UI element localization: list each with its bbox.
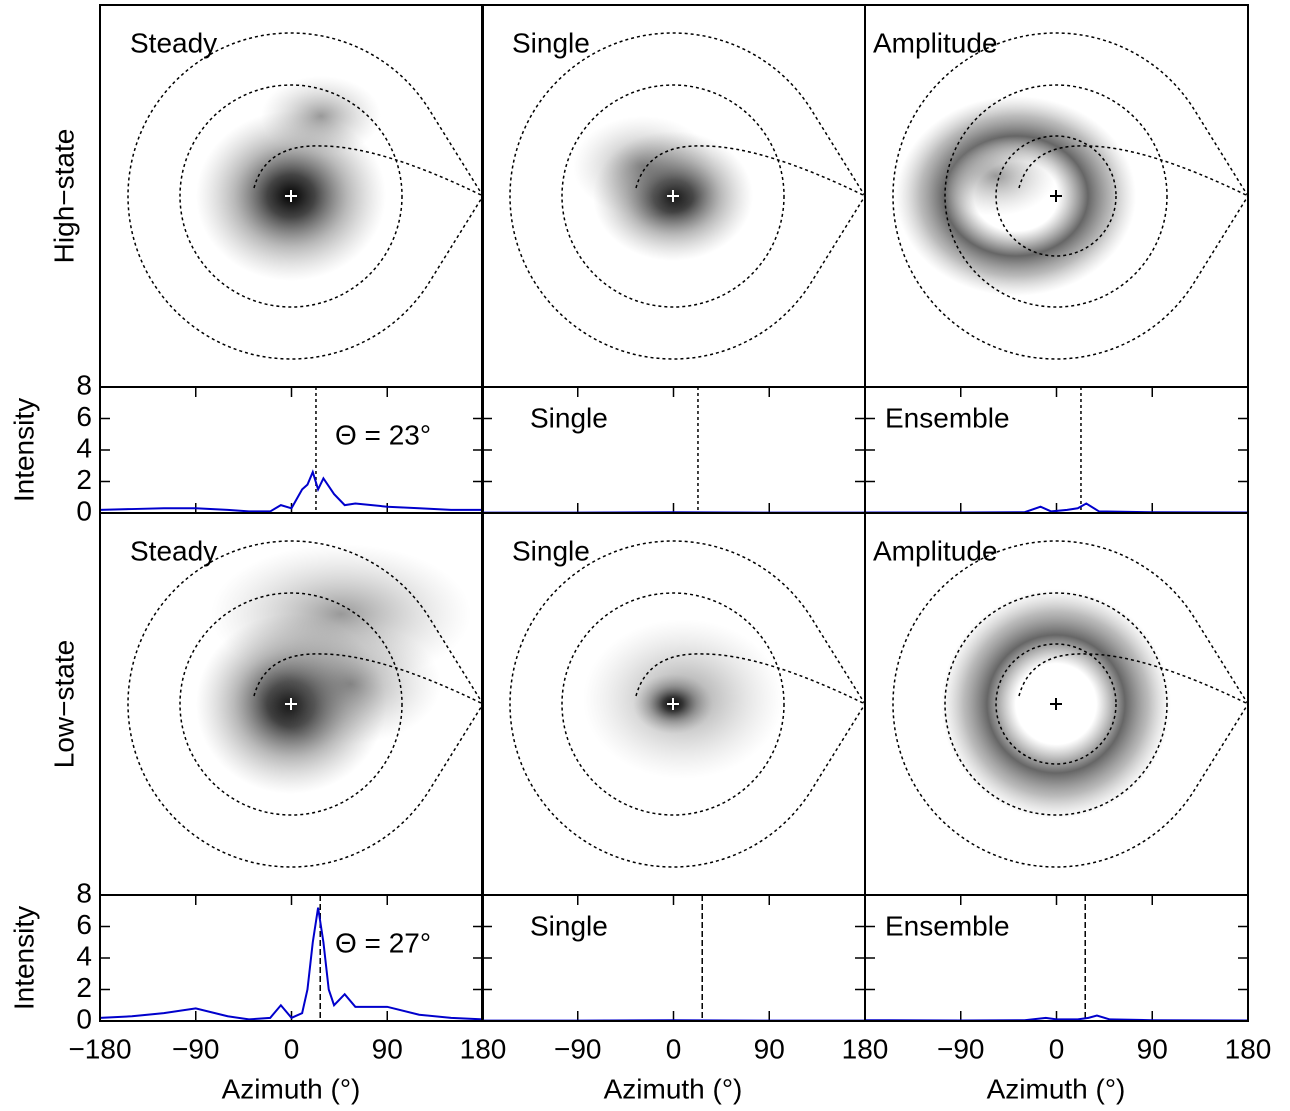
stream-arc (253, 145, 484, 197)
intensity-blob (261, 624, 441, 744)
stream-arc (253, 653, 484, 705)
x-tick-label: −90 (554, 1033, 602, 1064)
panel-frame (864, 894, 1249, 1022)
x-tick-label: −90 (172, 1033, 220, 1064)
y-tick-label: 4 (76, 940, 92, 971)
inner-orbit (561, 592, 785, 816)
y-axis-label: Intensity (8, 398, 39, 502)
center-cross (285, 190, 297, 202)
x-tick-label: 90 (1137, 1033, 1168, 1064)
y-tick-label: 2 (76, 972, 92, 1003)
inner-orbit (179, 592, 403, 816)
x-tick-label: 180 (460, 1033, 507, 1064)
stream-arc (635, 145, 866, 197)
inner-orbit (561, 84, 785, 308)
x-tick-label: 180 (842, 1033, 889, 1064)
image-panel: Steady (99, 4, 484, 388)
center-cross (1050, 190, 1062, 202)
profile-chart: −90 0 90 180 Ensemble Azimuth (°) (864, 894, 1272, 1104)
y-tick-label: 0 (76, 1003, 92, 1034)
profile-chart: −90 0 90 180 Single Azimuth (°) (481, 894, 889, 1104)
stream-arc (1018, 653, 1249, 705)
inner-ring (995, 643, 1117, 765)
y-tick-label: 0 (76, 495, 92, 526)
y-axis-label: Intensity (8, 906, 39, 1010)
profile-title: Ensemble (885, 910, 1010, 941)
x-tick-label: 90 (372, 1033, 403, 1064)
panel-title: Amplitude (873, 27, 998, 58)
inner-orbit (944, 592, 1168, 816)
row-label: Low−state (48, 640, 79, 768)
panel-title: Single (512, 27, 590, 58)
intensity-blob (936, 136, 1056, 216)
y-tick-label: 6 (76, 909, 92, 940)
y-tick-label: 6 (76, 401, 92, 432)
center-cross (667, 190, 679, 202)
center-cross (285, 698, 297, 710)
inner-ring (995, 135, 1117, 257)
x-tick-label: 0 (1049, 1033, 1065, 1064)
x-tick-label: 0 (666, 1033, 682, 1064)
x-axis-label: Azimuth (°) (987, 1073, 1126, 1104)
y-tick-label: 2 (76, 464, 92, 495)
profile-title: Single (530, 402, 608, 433)
image-panel: Amplitude (864, 512, 1249, 896)
teardrop-orbit (127, 32, 484, 360)
intensity-blob (573, 116, 713, 216)
profile-chart: Ensemble (864, 386, 1249, 514)
teardrop-orbit (127, 540, 484, 868)
teardrop-orbit (509, 32, 866, 360)
inner-orbit (944, 84, 1168, 308)
x-tick-label: 90 (754, 1033, 785, 1064)
x-axis-label: Azimuth (°) (604, 1073, 743, 1104)
x-axis-label: Azimuth (°) (222, 1073, 361, 1104)
x-tick-label: 180 (1225, 1033, 1272, 1064)
image-panel: Steady (99, 512, 484, 896)
center-cross (667, 698, 679, 710)
profile-title: Ensemble (885, 402, 1010, 433)
y-tick-label: 8 (76, 877, 92, 908)
image-panel: Amplitude (864, 4, 1249, 388)
stream-arc (1018, 145, 1249, 197)
center-cross (1050, 698, 1062, 710)
y-tick-label: 8 (76, 369, 92, 400)
intensity-blob (261, 76, 381, 156)
stream-arc (635, 653, 866, 705)
x-tick-label: −90 (937, 1033, 985, 1064)
intensity-line (99, 469, 483, 513)
panel-title: Amplitude (873, 535, 998, 566)
intensity-line (99, 907, 484, 1021)
image-panel: Single (481, 4, 866, 388)
x-tick-label: −180 (68, 1033, 131, 1064)
panel-title: Steady (130, 27, 217, 58)
profile-chart: Single (481, 386, 866, 514)
x-tick-label: 0 (284, 1033, 300, 1064)
y-tick-label: 4 (76, 432, 92, 463)
panel-frame (864, 386, 1249, 514)
theta-annotation: Θ = 23° (335, 419, 431, 450)
inner-orbit (179, 84, 403, 308)
panel-title: Single (512, 535, 590, 566)
row-label: High−state (48, 129, 79, 264)
profile-title: Single (530, 910, 608, 941)
teardrop-orbit (509, 540, 866, 868)
teardrop-orbit (892, 32, 1249, 360)
theta-annotation: Θ = 27° (335, 927, 431, 958)
panel-title: Steady (130, 535, 217, 566)
image-panel: Single (481, 512, 866, 896)
teardrop-orbit (892, 540, 1249, 868)
